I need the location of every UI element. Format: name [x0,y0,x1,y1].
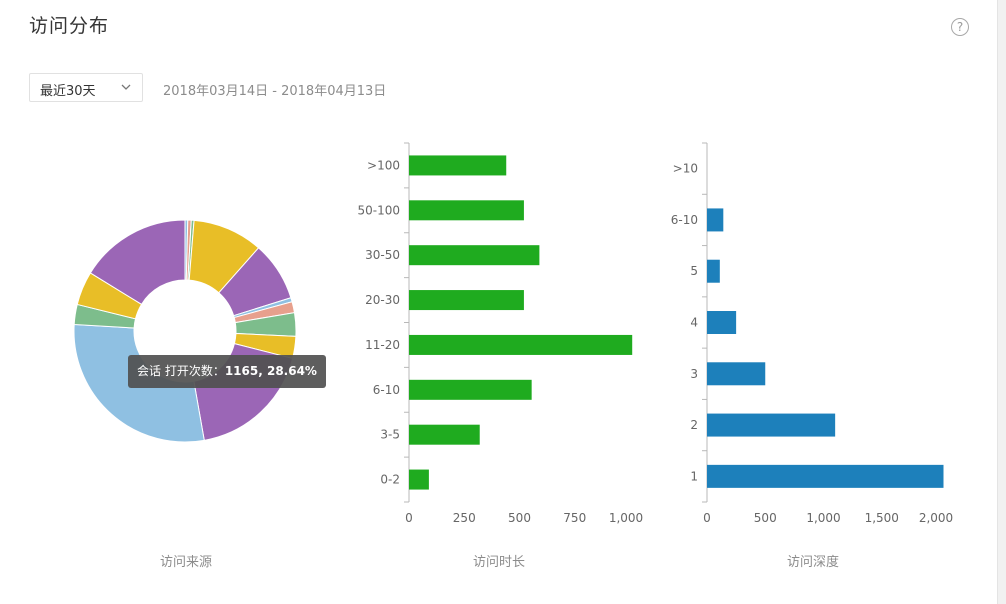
bar[interactable] [409,469,429,490]
chevron-down-icon [121,84,131,90]
y-tick-label: >10 [673,162,698,176]
depth-bar-chart: 1 2 3 4 5 6-10 >10 0 500 1,000 1,500 2,000 [671,142,953,525]
bar[interactable] [409,155,507,176]
x-tick-label: 750 [563,511,586,525]
y-tick-label: 3 [690,367,698,381]
date-range-select[interactable]: 最近30天 [29,73,143,102]
x-tick-label: 500 [754,511,777,525]
bar[interactable] [707,259,720,283]
help-icon[interactable]: ? [951,18,969,36]
date-range-select-value: 最近30天 [40,84,96,99]
y-tick-label: 30-50 [365,248,400,262]
caption-depth: 访问深度 [786,555,840,570]
bar[interactable] [707,208,724,232]
y-tick-label: 4 [690,316,698,330]
date-range-text: 2018年03月14日 - 2018年04月13日 [163,84,387,99]
x-tick-label: 1,000 [806,511,840,525]
x-tick-label: 250 [453,511,476,525]
y-tick-label: 5 [690,264,698,278]
caption-duration: 访问时长 [472,555,526,570]
bar[interactable] [707,464,944,488]
x-tick-label: 0 [703,511,711,525]
y-tick-label: 3-5 [380,428,400,442]
y-tick-label: 2 [690,418,698,432]
bar[interactable] [707,413,836,437]
bar[interactable] [409,290,524,311]
x-tick-label: 500 [508,511,531,525]
pie-slice[interactable] [89,219,186,306]
caption-source: 访问来源 [159,555,213,570]
y-tick-label: >100 [367,158,400,172]
y-tick-label: 11-20 [365,338,400,352]
pie-tooltip: 会话 打开次数：1165, 28.64% [128,355,326,388]
tooltip-value: 1165, 28.64% [224,364,317,378]
bar[interactable] [409,424,480,445]
y-tick-label: 6-10 [671,213,698,227]
bar[interactable] [409,245,540,266]
x-tick-label: 1,500 [865,511,899,525]
bar[interactable] [409,200,524,221]
bar[interactable] [707,311,737,334]
x-tick-label: 2,000 [919,511,953,525]
tooltip-label: 会话 打开次数： [137,364,225,378]
y-tick-label: 50-100 [357,203,400,217]
y-tick-label: 20-30 [365,293,400,307]
bar[interactable] [707,362,766,386]
page-title: 访问分布 [29,15,110,37]
y-tick-label: 1 [690,469,698,483]
y-tick-label: 0-2 [380,473,400,487]
scrollbar[interactable] [997,0,1006,604]
y-tick-label: 6-10 [373,383,400,397]
bar[interactable] [409,334,633,355]
bar[interactable] [409,379,532,400]
duration-bar-chart: 0-2 3-5 6-10 11-20 20-30 30-50 50-100 >100 0 250 5… [357,142,643,525]
x-tick-label: 0 [405,511,413,525]
source-pie-chart [73,219,297,443]
x-tick-label: 1,000 [609,511,643,525]
